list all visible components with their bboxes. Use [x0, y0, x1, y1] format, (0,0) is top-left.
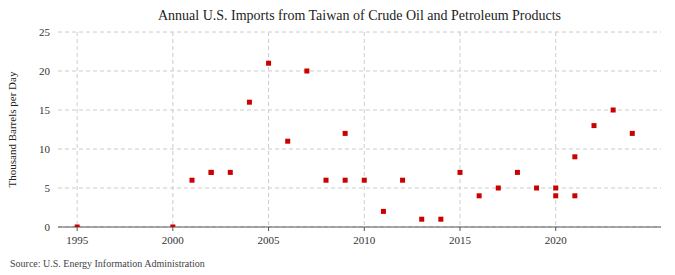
point: [266, 61, 271, 66]
y-grid-line: [58, 227, 661, 228]
y-grid-line: [58, 32, 661, 33]
source-note: Source: U.S. Energy Information Administ…: [10, 258, 205, 269]
point: [534, 186, 539, 191]
point: [572, 154, 577, 159]
y-tick-label: 15: [39, 104, 51, 116]
point: [611, 108, 616, 113]
point: [247, 100, 252, 105]
y-grid-line: [58, 71, 661, 72]
point: [362, 178, 367, 183]
point: [630, 131, 635, 136]
title: Annual U.S. Imports from Taiwan of Crude…: [158, 8, 561, 23]
point: [592, 123, 597, 128]
point: [285, 139, 290, 144]
y-grid-line: [58, 188, 661, 189]
point: [304, 69, 309, 74]
point: [419, 217, 424, 222]
point: [343, 178, 348, 183]
point: [381, 209, 386, 214]
point: [324, 178, 329, 183]
point: [228, 170, 233, 175]
point: [477, 193, 482, 198]
y-grid-line: [58, 149, 661, 150]
point: [553, 186, 558, 191]
y-tick-label: 10: [39, 143, 51, 155]
x-tick-label: 2010: [353, 234, 376, 246]
point: [190, 178, 195, 183]
point: [209, 170, 214, 175]
x-tick-mark: [268, 227, 269, 231]
point: [170, 225, 175, 228]
point: [75, 225, 80, 228]
point: [553, 193, 558, 198]
x-grid-line: [364, 32, 365, 227]
point: [496, 186, 501, 191]
x-tick-mark: [77, 227, 78, 231]
point: [438, 217, 443, 222]
x-axis-line: [58, 227, 661, 228]
x-tick-label: 2020: [545, 234, 568, 246]
point: [343, 131, 348, 136]
y-tick-label: 20: [39, 65, 51, 77]
x-tick-label: 2015: [449, 234, 472, 246]
y-tick-label: 5: [45, 182, 51, 194]
x-tick-mark: [172, 227, 173, 231]
x-tick-mark: [555, 227, 556, 231]
x-grid-line: [77, 32, 78, 227]
chart: Annual U.S. Imports from Taiwan of Crude…: [0, 0, 675, 275]
x-tick-label: 2000: [162, 234, 185, 246]
grid: [58, 32, 661, 227]
point: [458, 170, 463, 175]
x-grid-line: [460, 32, 461, 227]
y-axis-label: Thousand Barrels per Day: [6, 71, 18, 187]
point: [400, 178, 405, 183]
x-tick-mark: [460, 227, 461, 231]
x-tick-label: 1995: [66, 234, 89, 246]
x-tick-mark: [364, 227, 365, 231]
points: [75, 61, 635, 227]
x-tick-label: 2005: [258, 234, 281, 246]
x-grid-line: [172, 32, 173, 227]
point: [515, 170, 520, 175]
point: [572, 193, 577, 198]
point: [209, 170, 214, 175]
y-tick-label: 0: [45, 221, 51, 233]
y-tick-label: 25: [39, 26, 51, 38]
y-grid-line: [58, 110, 661, 111]
